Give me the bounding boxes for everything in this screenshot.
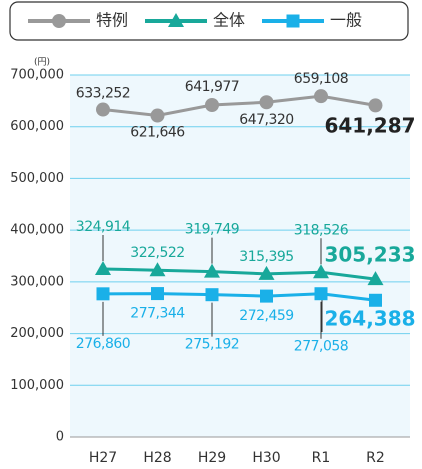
data-label: 277,344 — [130, 306, 185, 322]
y-tick-label: 600,000 — [10, 119, 64, 134]
legend-marker — [168, 13, 184, 27]
marker — [205, 98, 219, 113]
data-label: 275,192 — [185, 337, 239, 353]
plot-area — [70, 75, 410, 437]
marker — [149, 262, 166, 277]
data-label: 647,320 — [239, 112, 293, 128]
y-tick-label: 0 — [56, 430, 64, 445]
data-label: 305,233 — [324, 243, 415, 267]
data-label: 633,252 — [76, 86, 130, 102]
data-label: 315,395 — [239, 249, 293, 265]
data-label: 324,914 — [76, 219, 131, 235]
marker — [96, 102, 110, 117]
data-label: 272,459 — [239, 308, 293, 324]
marker — [313, 264, 329, 279]
y-tick-label: 200,000 — [10, 326, 64, 341]
y-tick-label: 700,000 — [10, 68, 64, 83]
legend-label: 特例 — [96, 11, 128, 30]
legend-label: 一般 — [330, 11, 362, 30]
data-label: 277,058 — [294, 339, 348, 355]
y-tick-label: 500,000 — [10, 171, 64, 186]
x-tick-label: H28 — [143, 450, 171, 466]
marker — [259, 95, 274, 110]
y-tick-label: 100,000 — [10, 378, 64, 393]
x-tick-label: H30 — [252, 450, 280, 466]
data-label: 276,860 — [76, 336, 130, 352]
data-label: 318,526 — [294, 222, 349, 238]
series-line — [102, 267, 376, 281]
marker — [314, 287, 328, 301]
marker — [314, 89, 328, 104]
data-label: 322,522 — [130, 245, 184, 261]
x-tick-label: R2 — [366, 450, 385, 466]
x-tick-label: H27 — [89, 450, 117, 466]
y-tick-label: 300,000 — [10, 274, 64, 289]
marker — [367, 271, 384, 286]
x-tick-label: R1 — [312, 450, 331, 466]
marker — [150, 108, 165, 123]
legend-marker — [52, 14, 66, 28]
y-unit: (円) — [34, 57, 50, 68]
marker — [369, 293, 382, 307]
marker — [95, 260, 111, 275]
data-label: 621,646 — [130, 125, 185, 141]
y-tick-label: 400,000 — [10, 223, 64, 238]
marker — [205, 288, 219, 302]
marker — [260, 289, 273, 303]
marker — [96, 287, 110, 301]
legend-marker — [286, 14, 300, 28]
marker — [368, 98, 383, 113]
x-tick-label: H29 — [198, 450, 226, 466]
data-label: 319,749 — [185, 222, 239, 238]
series-line — [102, 94, 376, 118]
marker — [258, 265, 275, 280]
legend-label: 全体 — [213, 11, 245, 30]
marker — [151, 287, 164, 301]
data-label: 264,388 — [324, 307, 415, 331]
data-label: 659,108 — [294, 71, 348, 87]
legend-box — [9, 1, 409, 41]
series-line — [102, 292, 376, 302]
data-label: 641,977 — [185, 79, 239, 95]
data-label: 641,287 — [324, 114, 415, 138]
marker — [204, 263, 220, 278]
